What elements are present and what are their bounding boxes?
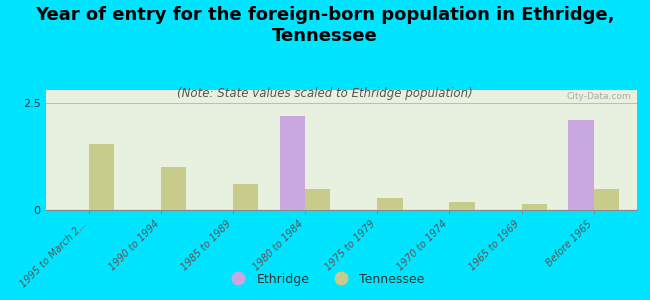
Bar <box>521 204 547 210</box>
Bar <box>593 189 619 210</box>
Text: City-Data.com: City-Data.com <box>566 92 631 101</box>
Bar <box>306 189 330 210</box>
Bar <box>161 167 186 210</box>
Bar <box>233 184 258 210</box>
Text: Year of entry for the foreign-born population in Ethridge,
Tennessee: Year of entry for the foreign-born popul… <box>35 6 615 45</box>
Bar <box>89 144 114 210</box>
Bar <box>569 120 593 210</box>
Legend: Ethridge, Tennessee: Ethridge, Tennessee <box>220 268 430 291</box>
Bar <box>280 116 305 210</box>
Bar <box>449 202 474 210</box>
Bar <box>377 198 402 210</box>
Text: (Note: State values scaled to Ethridge population): (Note: State values scaled to Ethridge p… <box>177 87 473 100</box>
